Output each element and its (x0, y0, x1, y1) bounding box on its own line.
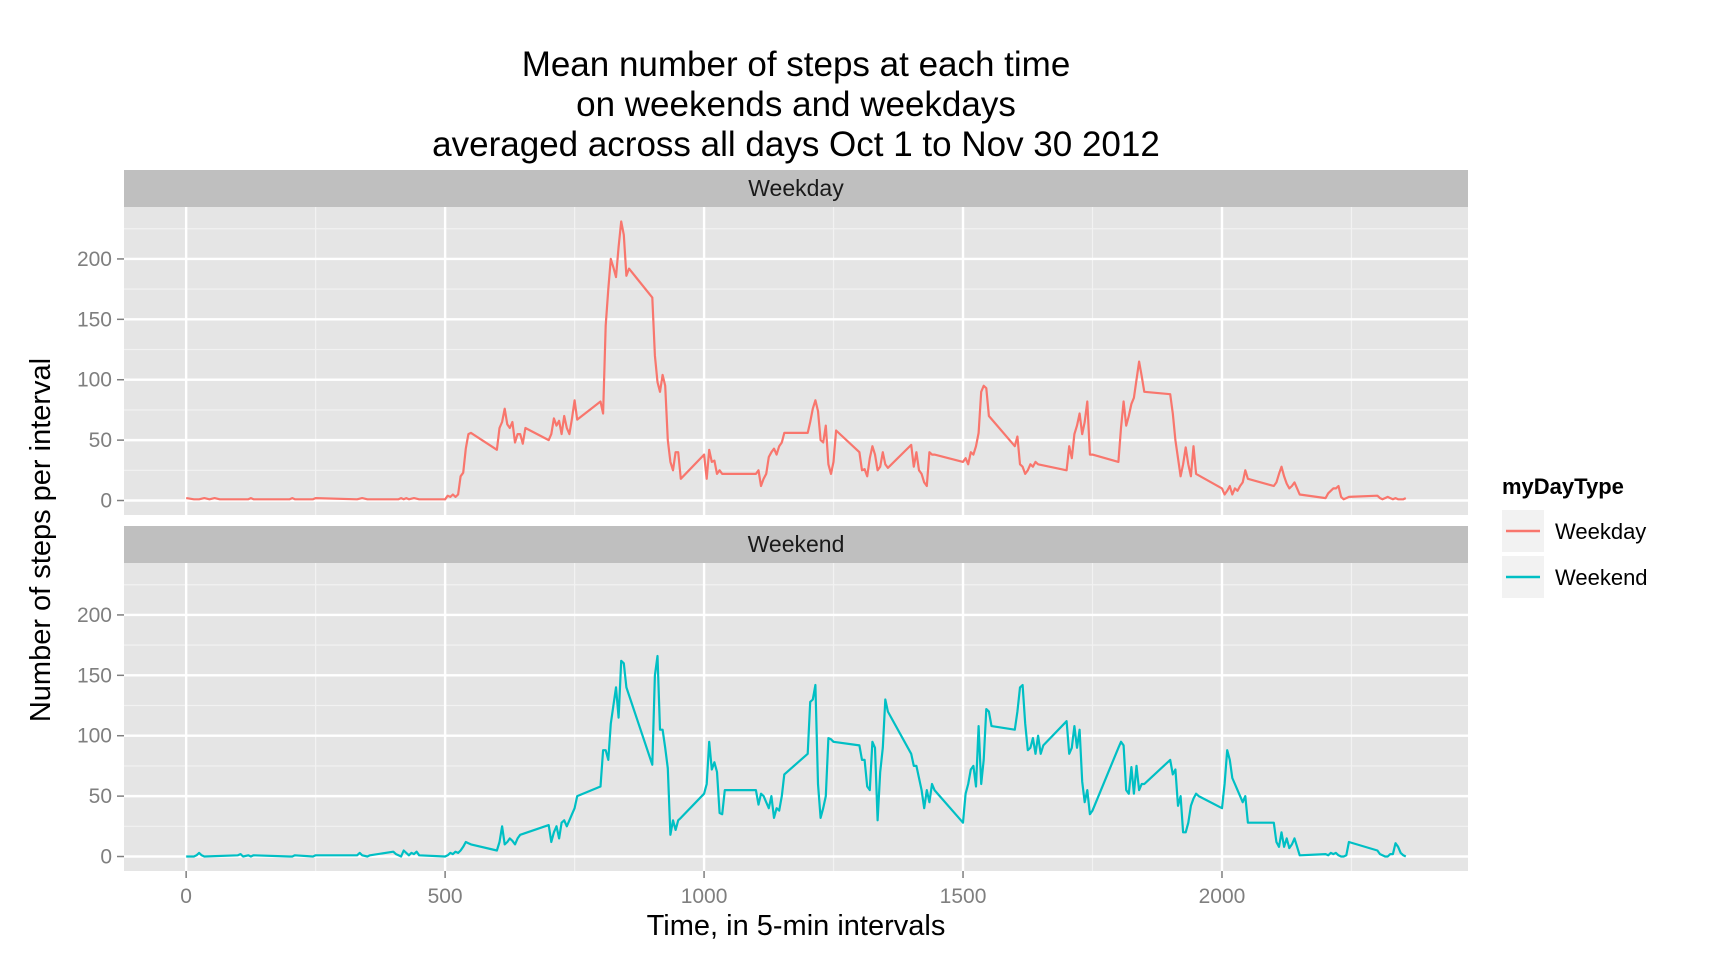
chart-title-line-2: on weekends and weekdays (576, 85, 1016, 124)
x-tick-label: 500 (428, 885, 463, 908)
series-line-weekend (186, 654, 1407, 858)
legend: myDayType Weekday Weekend (1502, 474, 1648, 598)
y-tick-label: 150 (77, 664, 112, 687)
y-axis-weekday: 0 50 100 150 200 (77, 248, 124, 513)
y-tick-label: 0 (100, 846, 112, 869)
y-tick-label: 200 (77, 248, 112, 271)
grid-weekday (124, 207, 1468, 515)
x-axis: 0 500 1000 1500 2000 (180, 871, 1245, 908)
panel-weekday: Weekday 0 50 100 150 200 (77, 170, 1468, 515)
y-tick-label: 200 (77, 604, 112, 627)
legend-title: myDayType (1502, 474, 1624, 499)
legend-label-weekday: Weekday (1555, 519, 1646, 544)
y-tick-label: 100 (77, 725, 112, 748)
y-tick-label: 100 (77, 369, 112, 392)
strip-label-weekend: Weekend (748, 531, 845, 557)
x-tick-label: 0 (180, 885, 192, 908)
grid-weekend (124, 563, 1468, 871)
chart-title-line-3: averaged across all days Oct 1 to Nov 30… (432, 125, 1160, 164)
x-axis-title: Time, in 5-min intervals (647, 910, 946, 942)
y-tick-label: 50 (89, 785, 112, 808)
y-tick-label: 0 (100, 490, 112, 513)
plot-area-weekend (124, 563, 1468, 871)
y-tick-label: 150 (77, 308, 112, 331)
strip-background-weekend (124, 526, 1468, 563)
strip-background-weekday (124, 170, 1468, 207)
y-tick-label: 50 (89, 429, 112, 452)
plot-area-weekday (124, 207, 1468, 515)
panel-weekend: Weekend 0 50 100 150 200 (77, 526, 1468, 871)
y-axis-title: Number of steps per interval (25, 358, 57, 722)
x-tick-label: 2000 (1199, 885, 1246, 908)
x-tick-label: 1500 (940, 885, 987, 908)
chart-title-line-1: Mean number of steps at each time (522, 45, 1071, 84)
series-line-weekday (186, 220, 1407, 501)
x-tick-label: 1000 (681, 885, 728, 908)
strip-label-weekday: Weekday (748, 175, 844, 201)
y-axis-weekend: 0 50 100 150 200 (77, 604, 124, 869)
legend-label-weekend: Weekend (1555, 565, 1648, 590)
chart-title: Mean number of steps at each time on wee… (432, 45, 1160, 164)
